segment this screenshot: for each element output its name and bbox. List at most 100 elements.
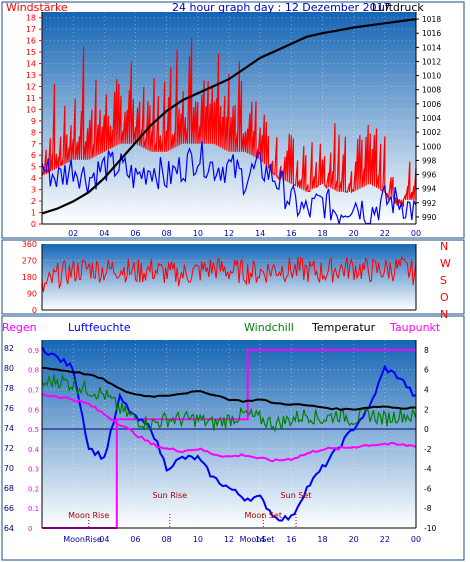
wind-tick-label: 0 bbox=[31, 220, 36, 229]
pressure-tick-label: 1000 bbox=[422, 142, 441, 151]
pressure-tick-label: 998 bbox=[422, 156, 437, 165]
hour-tick-label: 14 bbox=[255, 229, 265, 238]
hour-tick-label: 14 bbox=[255, 535, 265, 544]
humidity-tick-label: 70 bbox=[4, 464, 14, 473]
moonset-axis-label: MoonSet bbox=[240, 535, 275, 544]
rain-tick-label: 0.7 bbox=[28, 386, 39, 394]
wind-tick-label: 2 bbox=[31, 197, 36, 206]
wind-series bbox=[41, 38, 417, 207]
hour-tick-label: 18 bbox=[317, 229, 327, 238]
wind-axis-title: Windstärke bbox=[6, 1, 68, 14]
wind-tick-label: 15 bbox=[26, 48, 36, 57]
pressure-tick-label: 1012 bbox=[422, 57, 441, 66]
temp-tick-label: 8 bbox=[424, 346, 429, 355]
humidity-tick-label: 78 bbox=[4, 384, 14, 393]
rain-tick-label: 0.5 bbox=[28, 426, 39, 434]
rain-tick-label: 0.9 bbox=[28, 347, 39, 355]
dewpoint-series bbox=[41, 392, 417, 463]
astro-label: Moon Rise bbox=[68, 511, 109, 520]
legend-item: Regen bbox=[2, 321, 37, 334]
wind-tick-label: 17 bbox=[26, 25, 36, 34]
pressure-axis-title: Luftdruck bbox=[372, 1, 424, 14]
astro-label: Sun Rise bbox=[152, 491, 187, 500]
hour-tick-label: 10 bbox=[193, 535, 203, 544]
legend-item: Taupunkt bbox=[389, 321, 441, 334]
wind-tick-label: 4 bbox=[31, 174, 36, 183]
pressure-tick-label: 1004 bbox=[422, 114, 441, 123]
pressure-tick-label: 994 bbox=[422, 185, 437, 194]
pressure-series bbox=[41, 18, 417, 215]
direction-tick-label: 90 bbox=[27, 290, 37, 299]
hour-tick-label: 04 bbox=[99, 535, 109, 544]
temperature-series bbox=[41, 366, 417, 412]
temp-tick-label: 0 bbox=[424, 425, 429, 434]
hour-tick-label: 06 bbox=[130, 229, 140, 238]
windchill-series bbox=[41, 373, 417, 433]
humidity-tick-label: 72 bbox=[4, 444, 14, 453]
wind-tick-label: 7 bbox=[31, 140, 36, 149]
humidity-tick-label: 82 bbox=[4, 344, 14, 353]
hour-tick-label: 22 bbox=[380, 535, 390, 544]
hour-tick-label: 22 bbox=[380, 229, 390, 238]
plot-area-temperature bbox=[42, 340, 416, 528]
direction-tick-label: 180 bbox=[22, 273, 37, 282]
hour-tick-label: 08 bbox=[162, 535, 172, 544]
wind-tick-label: 5 bbox=[31, 163, 36, 172]
hour-tick-label: 00 bbox=[411, 229, 421, 238]
pressure-tick-label: 1018 bbox=[422, 15, 441, 24]
humidity-tick-label: 68 bbox=[4, 484, 14, 493]
hour-tick-label: 18 bbox=[317, 535, 327, 544]
rain-tick-label: 0 bbox=[28, 525, 32, 533]
pressure-tick-label: 1006 bbox=[422, 100, 441, 109]
temp-tick-label: 4 bbox=[424, 385, 429, 394]
pressure-tick-label: 992 bbox=[422, 199, 437, 208]
humidity-tick-label: 64 bbox=[4, 524, 14, 533]
temp-tick-label: -4 bbox=[424, 465, 432, 474]
moonrise-axis-label: MoonRise bbox=[63, 535, 102, 544]
hour-tick-label: 20 bbox=[349, 229, 359, 238]
humidity-tick-label: 66 bbox=[4, 504, 14, 513]
pressure-tick-label: 1008 bbox=[422, 86, 441, 95]
hour-tick-label: 06 bbox=[130, 535, 140, 544]
humidity-tick-label: 74 bbox=[4, 424, 14, 433]
temp-tick-label: 2 bbox=[424, 405, 429, 414]
pressure-tick-label: 1010 bbox=[422, 72, 441, 81]
direction-tick-label: 270 bbox=[22, 257, 37, 266]
hour-tick-label: 12 bbox=[224, 229, 234, 238]
humidity-tick-label: 80 bbox=[4, 364, 14, 373]
temp-tick-label: -8 bbox=[424, 504, 432, 513]
wind-tick-label: 9 bbox=[31, 117, 36, 126]
legend-item: Temperatur bbox=[311, 321, 376, 334]
compass-letter: S bbox=[440, 274, 447, 287]
wind-tick-label: 1 bbox=[31, 209, 36, 218]
hour-tick-label: 10 bbox=[193, 229, 203, 238]
rain-tick-label: 0.8 bbox=[28, 367, 39, 375]
rain-tick-label: 0.4 bbox=[28, 446, 40, 454]
wind-tick-label: 13 bbox=[26, 71, 36, 80]
wind-tick-label: 18 bbox=[26, 14, 36, 23]
astro-label: Moon Set bbox=[245, 511, 282, 520]
compass-letter: W bbox=[440, 257, 451, 270]
humidity-tick-label: 76 bbox=[4, 404, 14, 413]
pressure-tick-label: 1016 bbox=[422, 29, 441, 38]
rain-tick-label: 0.3 bbox=[28, 466, 39, 474]
pressure-tick-label: 1014 bbox=[422, 43, 441, 52]
rain-tick-label: 0.1 bbox=[28, 505, 39, 513]
wind-base-series bbox=[41, 141, 417, 225]
hour-tick-label: 04 bbox=[99, 229, 109, 238]
compass-letter: N bbox=[440, 240, 448, 253]
wind-tick-label: 12 bbox=[26, 82, 36, 91]
hour-tick-label: 16 bbox=[286, 229, 296, 238]
legend-item: Windchill bbox=[244, 321, 294, 334]
direction-tick-label: 360 bbox=[22, 240, 37, 249]
compass-letter: O bbox=[440, 291, 449, 304]
hour-tick-label: 00 bbox=[411, 535, 421, 544]
wind-tick-label: 6 bbox=[31, 151, 36, 160]
wind-tick-label: 10 bbox=[26, 105, 36, 114]
hour-tick-label: 16 bbox=[286, 535, 296, 544]
wind-direction-series bbox=[41, 255, 417, 293]
astro-label: Sun Set bbox=[281, 491, 312, 500]
compass-letter: N bbox=[440, 308, 448, 321]
rain-tick-label: 0.6 bbox=[28, 406, 40, 414]
